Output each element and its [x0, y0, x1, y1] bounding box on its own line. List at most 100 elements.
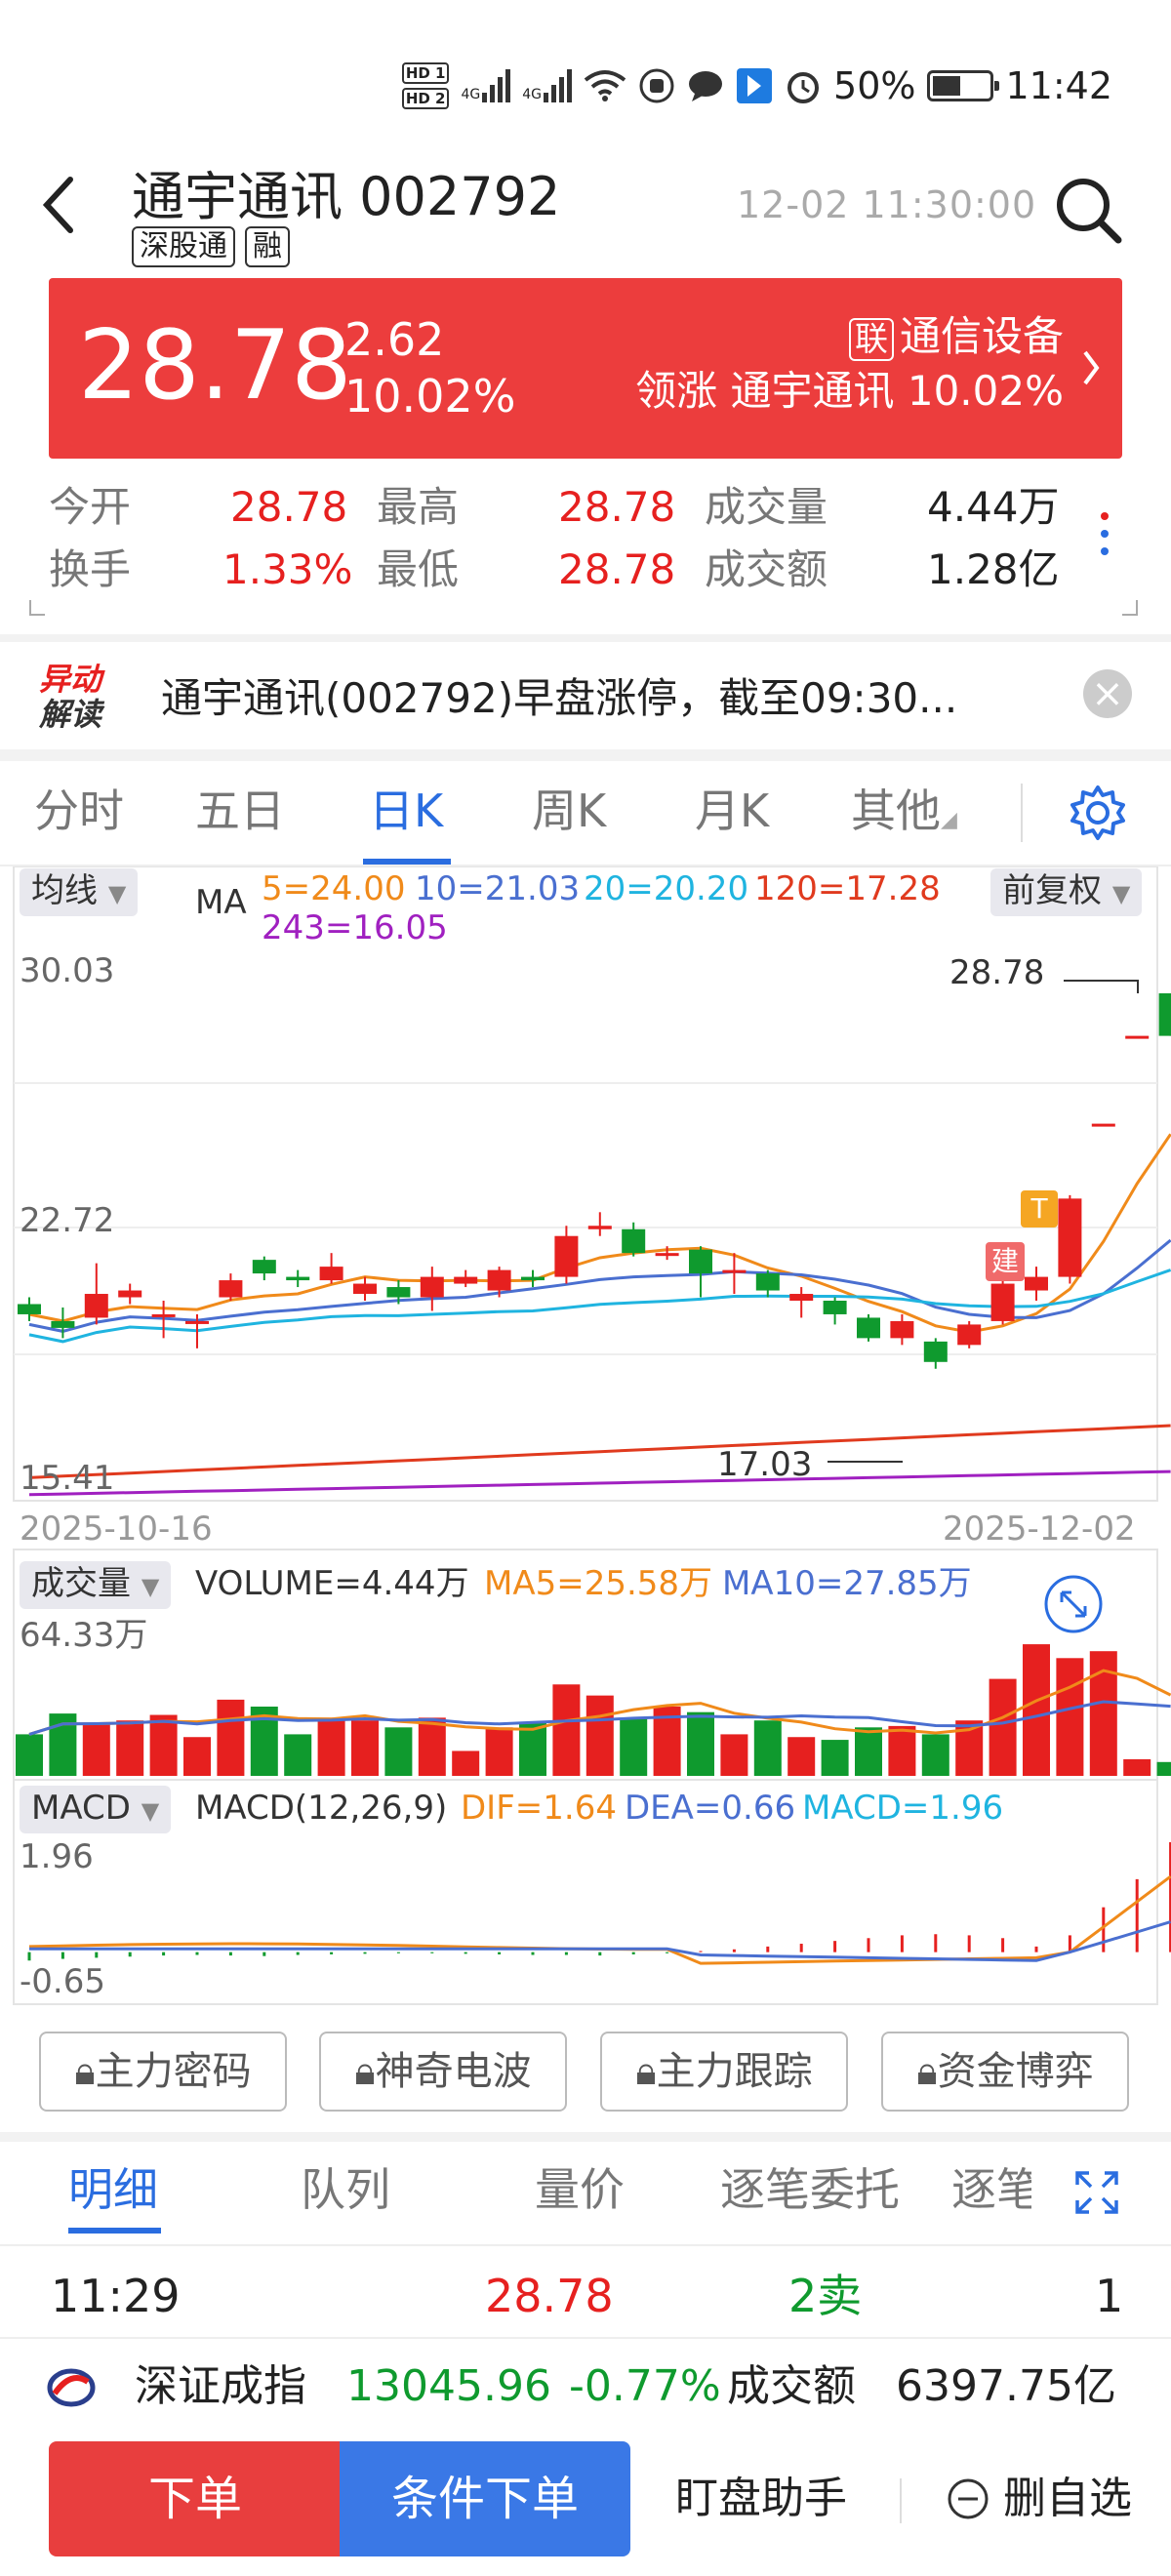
main-force-code-button[interactable]: 🔒︎主力密码	[39, 2032, 287, 2112]
tab-daily-k[interactable]: 日K	[369, 785, 444, 837]
index-amount-label: 成交额	[727, 2361, 856, 2411]
volume-ma5: MA5=25.58万	[484, 1564, 713, 1603]
search-icon[interactable]	[1054, 176, 1122, 244]
index-name: 深证成指	[135, 2361, 306, 2411]
candle-body-22	[755, 1273, 780, 1291]
tab-order-by-order[interactable]: 逐笔委托	[720, 2163, 900, 2216]
hd2-badge: HD 2	[401, 88, 450, 109]
volume-bar-31	[1056, 1658, 1084, 1776]
gear-icon[interactable]	[1069, 784, 1127, 842]
volume-bar-34	[1156, 1761, 1171, 1776]
candle-body-5	[185, 1320, 209, 1324]
macd-dif: DIF=1.64	[461, 1789, 617, 1828]
detail-tabs: 明细 队列 量价 逐笔委托 逐笔	[0, 2142, 1171, 2239]
volume-bar-0	[16, 1734, 43, 1776]
stock-header: 通宇通讯 002792 深股通 融 12-02 11:30:00	[0, 156, 1171, 278]
ma-label: MA	[195, 883, 247, 922]
tab-weekly-k[interactable]: 周K	[532, 785, 607, 837]
open-label: 今开	[49, 483, 132, 531]
trade-volume: 2卖	[788, 2270, 863, 2322]
close-icon[interactable]: ×	[1083, 669, 1132, 718]
index-bar[interactable]: 深证成指 13045.96 -0.77% 成交额 6397.75亿	[0, 2337, 1171, 2435]
more-dots-icon[interactable]	[1088, 503, 1121, 590]
stock-title: 通宇通讯 002792	[132, 166, 561, 227]
candle-body-30	[1025, 1276, 1048, 1291]
volume-ma10-line	[28, 1700, 1171, 1736]
max-price-label: 28.78	[949, 953, 1045, 992]
order-button[interactable]: 下单	[49, 2441, 342, 2556]
hand-icon	[639, 68, 674, 103]
news-ticker[interactable]: 异动 解读 通宇通讯(002792)早盘涨停，截至09:30... ×	[0, 644, 1171, 751]
y-axis-bottom: 15.41	[20, 1459, 115, 1498]
candle-body-26	[890, 1320, 914, 1339]
volume-bar-12	[418, 1717, 446, 1776]
chart-area[interactable]: 均线 ▼ MA 5=24.00 10=21.03 20=20.20 120=17…	[0, 866, 1171, 2008]
candle-body-1	[51, 1320, 75, 1328]
battery-percent: 50%	[833, 64, 916, 107]
watch-assistant-button[interactable]: 盯盘助手	[675, 2474, 847, 2523]
conditional-order-button[interactable]: 条件下单	[340, 2441, 630, 2556]
macd-y-top: 1.96	[20, 1837, 94, 1876]
sector-badge: 联	[848, 318, 894, 361]
chat-icon	[689, 71, 723, 101]
sector-info[interactable]: 联通信设备 领涨 通宇通讯 10.02%	[635, 309, 1064, 419]
active-tab-underline	[363, 859, 451, 865]
trade-time: 11:29	[51, 2270, 181, 2322]
clock: 11:42	[1005, 64, 1112, 107]
candle-body-7	[252, 1260, 276, 1274]
build-marker[interactable]: 建	[986, 1242, 1025, 1281]
volume-bar-25	[855, 1727, 882, 1776]
volume-bar-5	[183, 1737, 211, 1776]
trade-price: 28.78	[485, 2270, 614, 2322]
tab-volume-price[interactable]: 量价	[535, 2163, 625, 2216]
back-icon[interactable]	[39, 174, 78, 247]
amount-label: 成交额	[705, 545, 828, 593]
kline-chart-svg[interactable]	[0, 866, 1171, 2008]
remove-watchlist-button[interactable]: 删自选	[932, 2441, 1147, 2556]
news-text[interactable]: 通宇通讯(002792)早盘涨停，截至09:30...	[161, 674, 958, 722]
chevron-right-icon[interactable]	[1081, 348, 1101, 387]
tab-detail[interactable]: 明细	[68, 2163, 158, 2216]
volume-bar-8	[284, 1734, 312, 1776]
candle-body-31	[1058, 1198, 1082, 1277]
volume-select[interactable]: 成交量 ▼	[20, 1561, 172, 1609]
candle-body-17	[587, 1226, 612, 1229]
macd-dea-line	[29, 1920, 1171, 1962]
volume-bar-21	[720, 1734, 748, 1776]
app-notif-icon	[737, 68, 773, 103]
t-marker[interactable]: T	[1021, 1190, 1058, 1228]
candle-body-34	[1158, 993, 1171, 1036]
battery-icon	[927, 70, 1000, 101]
candle-body-2	[84, 1294, 108, 1318]
macd-select[interactable]: MACD ▼	[20, 1786, 172, 1833]
ma-select[interactable]: 均线 ▼	[20, 868, 139, 916]
margin-tag[interactable]: 融	[245, 226, 290, 267]
tab-tick-by-tick[interactable]: 逐笔	[951, 2163, 1031, 2216]
low-label: 最低	[377, 545, 460, 593]
volume-bar-4	[149, 1714, 178, 1776]
main-force-track-button[interactable]: 🔒︎主力跟踪	[600, 2032, 848, 2112]
tab-queue[interactable]: 队列	[301, 2163, 390, 2216]
tab-intraday[interactable]: 分时	[34, 785, 124, 837]
volume-bar-22	[753, 1720, 782, 1776]
volume-bar-15	[519, 1723, 546, 1776]
tab-monthly-k[interactable]: 月K	[695, 785, 770, 837]
sgt-tag[interactable]: 深股通	[132, 226, 235, 267]
candle-body-4	[151, 1313, 176, 1317]
alarm-icon	[787, 72, 820, 103]
bracket-right	[1122, 600, 1138, 616]
fullscreen-icon[interactable]	[1073, 2169, 1120, 2216]
low-value: 28.78	[558, 545, 676, 593]
lead-label: 领涨	[635, 367, 718, 415]
capital-game-button[interactable]: 🔒︎资金博弈	[881, 2032, 1129, 2112]
expand-chart-icon[interactable]	[1042, 1573, 1105, 1635]
turnover-label: 换手	[49, 545, 132, 593]
tab-other[interactable]: 其他◢	[851, 785, 957, 837]
magic-wave-button[interactable]: 🔒︎神奇电波	[319, 2032, 567, 2112]
tab-five-day[interactable]: 五日	[195, 785, 285, 837]
y-axis-top: 30.03	[20, 951, 115, 990]
volume-bar-20	[687, 1711, 714, 1776]
candle-body-0	[18, 1304, 41, 1314]
adjust-select[interactable]: 前复权 ▼	[990, 868, 1143, 916]
volume-bar-11	[384, 1727, 413, 1776]
